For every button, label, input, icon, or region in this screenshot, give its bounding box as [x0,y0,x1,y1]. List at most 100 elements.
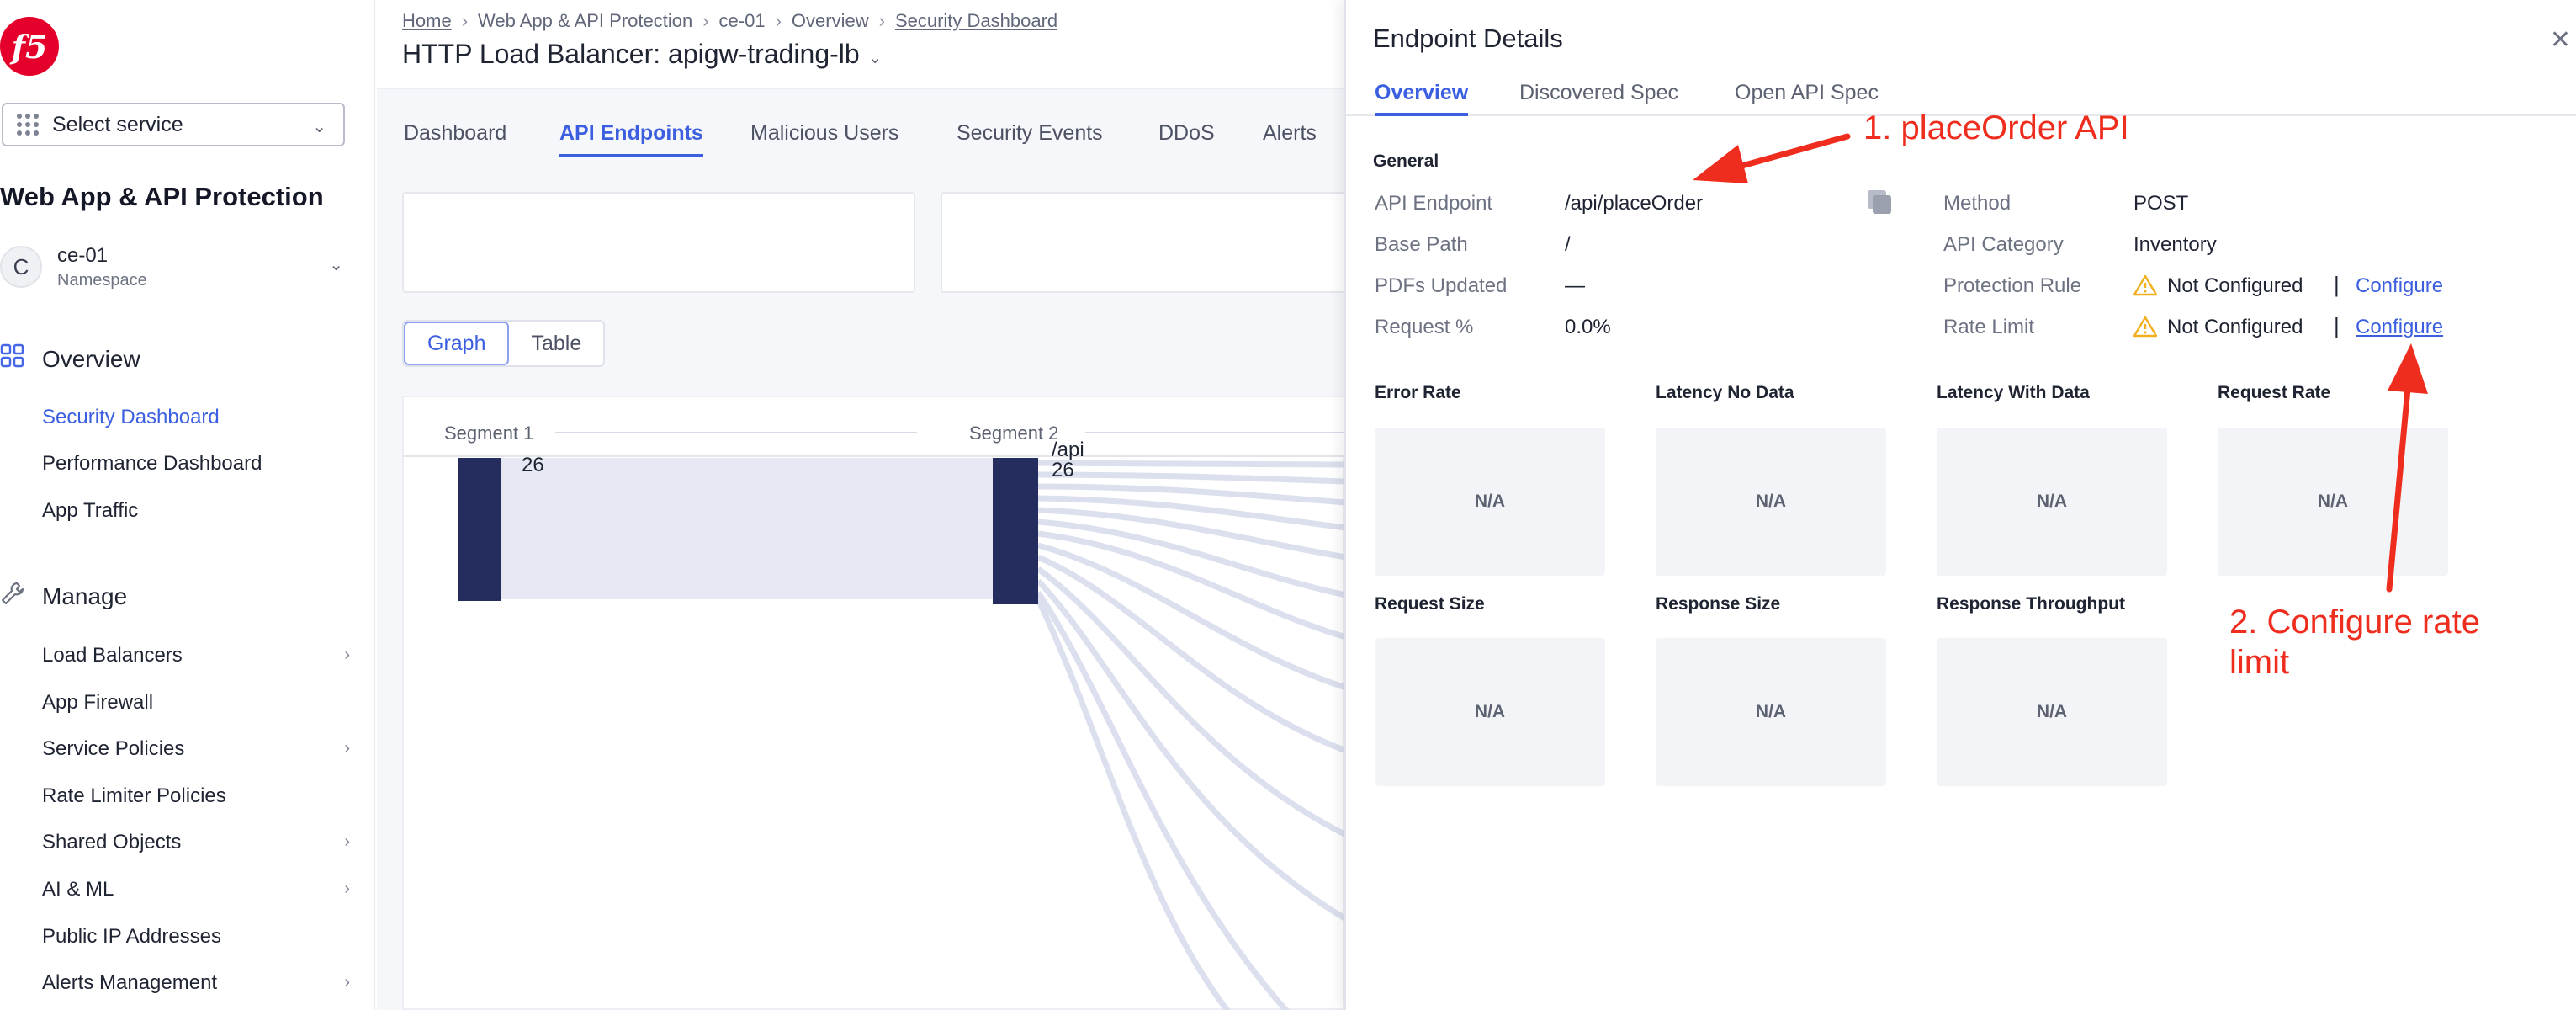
chevron-right-icon: › [344,973,350,991]
metric-title: Request Size [1375,594,1485,614]
divider: | [2334,272,2340,297]
page-title: HTTP Load Balancer: apigw-trading-lb [402,39,860,69]
tab-open-api-spec[interactable]: Open API Spec [1735,81,1879,104]
sidebar-item-performance-dashboard[interactable]: Performance Dashboard [42,452,262,475]
chevron-right-icon: › [702,10,709,31]
base-path-label: Base Path [1375,233,1468,256]
response-size-chart: N/A [1656,638,1886,786]
sidebar-item-label: Alerts Management [42,971,218,994]
nav-section-overview[interactable]: Overview [0,343,140,375]
divider: | [2334,313,2340,338]
configure-rate-limit-link[interactable]: Configure [2356,316,2444,338]
warning-icon [2133,274,2157,296]
configure-protection-rule-link[interactable]: Configure [2356,274,2444,297]
chevron-right-icon: › [878,10,885,31]
tab-api-endpoints[interactable]: API Endpoints [559,121,703,157]
segment-1-label: Segment 1 [444,423,533,444]
segment-2-label: Segment 2 [969,423,1058,444]
api-category-value: Inventory [2133,233,2217,256]
chevron-down-icon: ⌄ [329,256,343,274]
tab-discovered-spec[interactable]: Discovered Spec [1519,81,1678,104]
annotation-step-2-line-1: 2. Configure rate [2229,603,2480,641]
api-endpoint-label: API Endpoint [1375,192,1493,215]
protection-rule-status: Not Configured [2167,274,2303,297]
table-view-button[interactable]: Table [531,331,582,355]
tab-alerts[interactable]: Alerts [1263,121,1317,145]
annotation-step-2-line-2: limit [2229,644,2290,681]
sidebar-item-label: Load Balancers [42,644,183,667]
latency-no-data-chart: N/A [1656,428,1886,576]
chevron-down-icon: ⌄ [867,49,883,67]
breadcrumb-namespace[interactable]: ce-01 [718,10,766,31]
tab-dashboard[interactable]: Dashboard [404,121,507,145]
sidebar-item-ai-ml[interactable]: AI & ML › [42,878,362,901]
api-endpoint-value: /api/placeOrder [1565,192,1704,215]
panel-title: Endpoint Details [1373,24,1563,53]
metric-title: Response Size [1656,594,1781,614]
breadcrumb: Home › Web App & API Protection › ce-01 › Over… [402,10,1057,32]
base-path-value: / [1565,233,1571,256]
endpoint-graph[interactable]: Segment 1 Segment 2 [402,396,1346,1010]
sidebar-item-load-balancers[interactable]: Load Balancers › [42,644,362,667]
sidebar-item-security-dashboard[interactable]: Security Dashboard [42,406,220,428]
load-balancer-title[interactable]: HTTP Load Balancer: apigw-trading-lb ⌄ [402,39,882,70]
sidebar-item-app-firewall[interactable]: App Firewall [42,691,154,714]
response-throughput-chart: N/A [1937,638,2167,786]
sidebar-item-public-ip-addresses[interactable]: Public IP Addresses [42,925,222,948]
summary-card [941,192,1353,293]
namespace-switcher[interactable]: C ce-01 Namespace ⌄ [0,242,362,298]
panel-tabs: Overview Discovered Spec Open API Spec [1346,76,2576,116]
sidebar-item-label: Service Policies [42,737,185,760]
tab-malicious-users[interactable]: Malicious Users [750,121,899,145]
general-heading: General [1373,152,1439,171]
node-2-label: /api [1052,439,1084,461]
pdfs-updated-value: — [1565,274,1585,297]
breadcrumb-home[interactable]: Home [402,10,452,31]
f5-logo[interactable]: f5 [0,17,59,76]
page-header: Home › Web App & API Protection › ce-01 › Over… [377,0,1344,89]
summary-card [402,192,915,293]
service-select-value: Select service [52,112,183,136]
breadcrumb-waap[interactable]: Web App & API Protection [478,10,693,31]
api-category-label: API Category [1943,233,2064,256]
sidebar-item-shared-objects[interactable]: Shared Objects › [42,831,362,854]
breadcrumb-overview[interactable]: Overview [791,10,869,31]
node-1-count: 26 [522,454,544,476]
breadcrumb-security-dashboard[interactable]: Security Dashboard [894,10,1058,31]
app-title: Web App & API Protection [0,182,324,211]
main-content: Home › Web App & API Protection › ce-01 › Over… [377,0,1353,1010]
sidebar-item-label: AI & ML [42,878,114,901]
nav-section-label: Overview [42,345,140,372]
request-percent-value: 0.0% [1565,316,1611,338]
endpoint-graph-canvas: Segment 1 Segment 2 [404,397,1346,1010]
chevron-right-icon: › [775,10,782,31]
copy-icon[interactable] [1868,190,1893,215]
tab-security-events[interactable]: Security Events [957,121,1103,145]
graph-view-button[interactable]: Graph [404,322,510,365]
chevron-right-icon: › [344,739,350,758]
chevron-down-icon: ⌄ [312,118,326,136]
chevron-right-icon: › [344,832,350,851]
sidebar-item-app-traffic[interactable]: App Traffic [42,499,139,522]
nav-section-manage[interactable]: Manage [0,581,127,612]
close-icon[interactable]: ✕ [2549,26,2571,54]
metric-title: Request Rate [2218,383,2331,402]
view-toggle: Graph Table [402,320,606,367]
tab-ddos[interactable]: DDoS [1158,121,1215,145]
service-select[interactable]: Select service ⌄ [2,103,345,146]
metric-title: Latency With Data [1937,383,2090,402]
protection-rule-label: Protection Rule [1943,274,2082,297]
request-percent-label: Request % [1375,316,1474,338]
grid-icon [0,343,29,375]
metric-title: Latency No Data [1656,383,1794,402]
annotation-step-2: 2. Configure rate limit [2229,602,2480,683]
wrench-icon [0,581,29,612]
sidebar-item-alerts-management[interactable]: Alerts Management › [42,971,362,995]
sidebar-item-service-policies[interactable]: Service Policies › [42,737,362,761]
error-rate-chart: N/A [1375,428,1605,576]
metric-title: Response Throughput [1937,594,2125,614]
apps-grid-icon [17,114,39,136]
sidebar-item-rate-limiter-policies[interactable]: Rate Limiter Policies [42,784,226,807]
nav-section-label: Manage [42,582,128,609]
tab-overview[interactable]: Overview [1375,81,1469,116]
